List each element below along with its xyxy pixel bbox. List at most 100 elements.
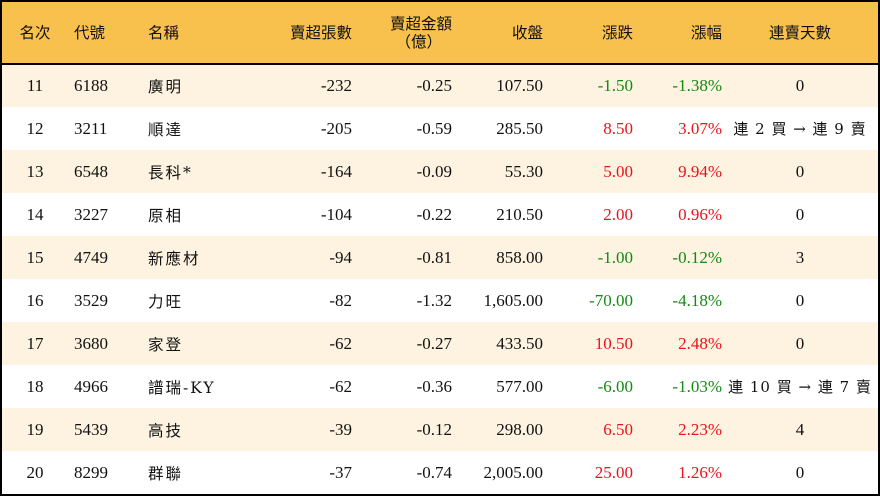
cell-sell-streak: 0 — [795, 333, 805, 353]
cell-close: 107.50 — [496, 76, 543, 95]
cell-net-sell-amount: -0.59 — [416, 118, 452, 138]
cell-change: -70.00 — [589, 290, 633, 310]
cell-close: 433.50 — [496, 333, 543, 353]
cell-rank: 11 — [26, 76, 44, 95]
cell-close: 210.50 — [496, 204, 543, 224]
cell-net-sell-lots: -164 — [320, 161, 352, 181]
cell-code: 3227 — [74, 204, 108, 224]
cell-sell-streak: 0 — [795, 76, 805, 95]
table-row: 15 4749 新應材 -94 -0.81 858.00 -1.00 -0.12… — [2, 236, 878, 279]
cell-name: 群聯 — [148, 464, 184, 483]
cell-change-pct: 3.07% — [678, 118, 722, 138]
cell-net-sell-lots: -37 — [329, 462, 352, 482]
cell-change: 10.50 — [594, 333, 633, 353]
cell-code: 3211 — [74, 118, 108, 138]
cell-sell-streak: 3 — [795, 247, 805, 267]
cell-net-sell-lots: -82 — [329, 290, 352, 310]
cell-net-sell-lots: -232 — [320, 76, 352, 95]
cell-net-sell-lots: -205 — [320, 118, 352, 138]
cell-net-sell-lots: -94 — [329, 247, 352, 267]
cell-net-sell-lots: -39 — [329, 419, 352, 439]
cell-rank: 14 — [26, 204, 44, 224]
cell-name: 譜瑞-KY — [148, 378, 216, 397]
cell-sell-streak: 0 — [795, 290, 805, 310]
table-row: 11 6188 廣明 -232 -0.25 107.50 -1.50 -1.38… — [2, 64, 878, 107]
cell-sell-streak: 連 2 買 → 連 9 賣 — [733, 120, 867, 138]
cell-change: 5.00 — [603, 161, 633, 181]
cell-rank: 12 — [26, 118, 44, 138]
cell-name: 順達 — [148, 120, 184, 139]
cell-change: -6.00 — [597, 376, 633, 396]
cell-net-sell-amount: -0.12 — [416, 419, 452, 439]
header-row: 名次 代號 名稱 賣超張數 賣超金額 （億） 收盤 漲跌 漲幅 連賣天數 — [2, 2, 878, 64]
cell-sell-streak: 0 — [795, 161, 805, 181]
cell-name: 高技 — [148, 421, 184, 440]
cell-net-sell-lots: -104 — [320, 204, 352, 224]
cell-rank: 15 — [26, 247, 44, 267]
header-close: 收盤 — [511, 23, 543, 42]
cell-close: 1,605.00 — [483, 290, 544, 310]
cell-code: 5439 — [74, 419, 108, 439]
cell-rank: 18 — [26, 376, 44, 396]
table-row: 17 3680 家登 -62 -0.27 433.50 10.50 2.48% … — [2, 322, 878, 365]
cell-net-sell-amount: -0.81 — [416, 247, 452, 267]
cell-sell-streak: 4 — [795, 419, 805, 439]
cell-net-sell-amount: -0.25 — [416, 76, 452, 95]
cell-code: 6188 — [74, 76, 108, 95]
cell-name: 長科* — [148, 163, 193, 182]
cell-change: -1.00 — [597, 247, 633, 267]
header-change: 漲跌 — [601, 23, 633, 42]
cell-change-pct: -1.38% — [672, 76, 722, 95]
table-row: 14 3227 原相 -104 -0.22 210.50 2.00 0.96% … — [2, 193, 878, 236]
cell-name: 廣明 — [148, 78, 184, 96]
cell-change-pct: 2.23% — [678, 419, 722, 439]
cell-code: 4966 — [74, 376, 108, 396]
cell-net-sell-amount: -0.74 — [416, 462, 452, 482]
table-row: 12 3211 順達 -205 -0.59 285.50 8.50 3.07% … — [2, 107, 878, 150]
cell-rank: 19 — [26, 419, 44, 439]
header-name: 名稱 — [148, 23, 180, 42]
cell-code: 8299 — [74, 462, 108, 482]
cell-close: 55.30 — [504, 161, 543, 181]
header-sell-streak: 連賣天數 — [768, 23, 831, 42]
cell-rank: 16 — [26, 290, 44, 310]
cell-code: 3529 — [74, 290, 108, 310]
cell-name: 新應材 — [148, 249, 201, 268]
cell-rank: 17 — [26, 333, 44, 353]
table-row: 18 4966 譜瑞-KY -62 -0.36 577.00 -6.00 -1.… — [2, 365, 878, 408]
header-change-pct: 漲幅 — [690, 23, 722, 42]
header-net-sell-lots: 賣超張數 — [289, 23, 352, 42]
cell-net-sell-amount: -0.22 — [416, 204, 452, 224]
cell-change-pct: -1.03% — [672, 376, 722, 396]
cell-net-sell-lots: -62 — [329, 376, 352, 396]
cell-rank: 20 — [26, 462, 44, 482]
table-row: 13 6548 長科* -164 -0.09 55.30 5.00 9.94% … — [2, 150, 878, 193]
header-net-sell-amount: 賣超金額 （億） — [352, 2, 452, 64]
cell-name: 原相 — [148, 206, 184, 225]
cell-code: 4749 — [74, 247, 108, 267]
header-net-sell-amount-line2: （億） — [395, 32, 442, 51]
cell-change: 25.00 — [594, 462, 633, 482]
cell-code: 3680 — [74, 333, 108, 353]
table-body: 11 6188 廣明 -232 -0.25 107.50 -1.50 -1.38… — [2, 64, 878, 494]
cell-change: 6.50 — [603, 419, 633, 439]
cell-change-pct: 1.26% — [678, 462, 722, 482]
cell-change-pct: 2.48% — [678, 333, 722, 353]
cell-close: 285.50 — [496, 118, 543, 138]
cell-close: 2,005.00 — [483, 462, 544, 482]
cell-net-sell-amount: -0.36 — [416, 376, 452, 396]
cell-change-pct: 0.96% — [678, 204, 722, 224]
cell-net-sell-amount: -0.09 — [416, 161, 452, 181]
cell-change: 2.00 — [603, 204, 633, 224]
cell-change-pct: -4.18% — [672, 290, 722, 310]
cell-net-sell-amount: -0.27 — [416, 333, 452, 353]
cell-change: 8.50 — [603, 118, 633, 138]
cell-close: 577.00 — [496, 376, 543, 396]
cell-sell-streak: 0 — [795, 204, 805, 224]
cell-change-pct: -0.12% — [672, 247, 722, 267]
cell-close: 298.00 — [496, 419, 543, 439]
table-row: 16 3529 力旺 -82 -1.32 1,605.00 -70.00 -4.… — [2, 279, 878, 322]
cell-name: 力旺 — [148, 292, 184, 311]
cell-net-sell-amount: -1.32 — [416, 290, 452, 310]
